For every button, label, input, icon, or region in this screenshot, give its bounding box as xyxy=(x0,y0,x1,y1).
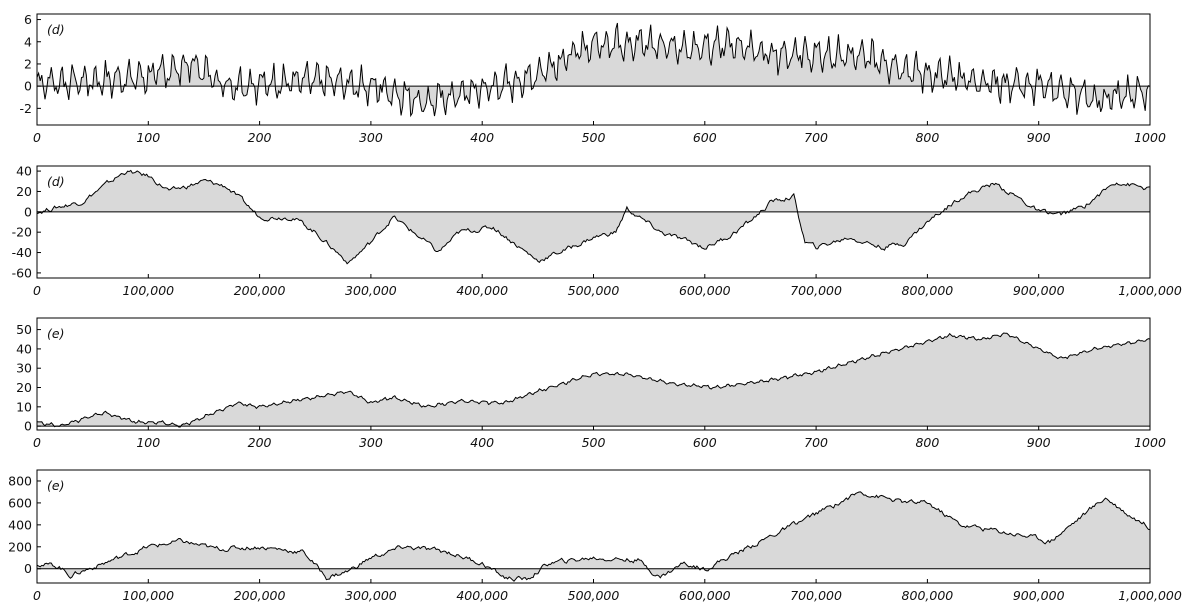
x-tick-label: 600,000 xyxy=(679,588,731,603)
y-tick-label: 0 xyxy=(24,561,32,576)
x-tick-label: 600 xyxy=(693,130,717,145)
y-tick-label: 600 xyxy=(8,495,32,510)
y-tick-label: -60 xyxy=(12,265,32,280)
x-tick-label: 700 xyxy=(804,435,828,450)
chart-panel-4: 0 100,000 200,000 300,000 400,000 500,000 600,… xyxy=(8,469,1182,603)
panel-label: (e) xyxy=(47,326,64,341)
x-tick-label: 500,000 xyxy=(568,588,620,603)
x-tick-label: 500,000 xyxy=(568,283,620,298)
x-tick-label: 0 xyxy=(33,283,41,298)
x-tick-label: 300,000 xyxy=(345,283,397,298)
y-tick-label: 800 xyxy=(8,473,32,488)
x-tick-label: 700 xyxy=(804,130,828,145)
x-tick-label: 700,000 xyxy=(790,283,842,298)
y-tick-label: 40 xyxy=(16,341,32,356)
y-tick-label: -40 xyxy=(12,245,32,260)
x-tick-label: 1,000,000 xyxy=(1118,588,1182,603)
y-tick-label: -20 xyxy=(12,225,32,240)
x-tick-label: 400 xyxy=(470,435,494,450)
x-tick-label: 800 xyxy=(915,130,939,145)
x-tick-label: 800 xyxy=(915,435,939,450)
x-tick-label: 1000 xyxy=(1134,435,1166,450)
y-tick-label: -2 xyxy=(20,101,32,116)
series-line xyxy=(36,22,1151,118)
y-tick-label: 4 xyxy=(24,34,32,49)
x-tick-label: 200 xyxy=(248,435,272,450)
x-tick-label: 400 xyxy=(470,130,494,145)
x-tick-label: 900,000 xyxy=(1013,283,1065,298)
x-tick-label: 400,000 xyxy=(456,283,508,298)
y-tick-label: 2 xyxy=(24,56,32,71)
x-tick-label: 100 xyxy=(136,130,160,145)
x-tick-label: 900 xyxy=(1027,435,1051,450)
series-area-fill xyxy=(37,170,1150,264)
series-area-fill xyxy=(37,333,1150,428)
x-tick-label: 900 xyxy=(1027,130,1051,145)
x-tick-label: 1,000,000 xyxy=(1118,283,1182,298)
series-line xyxy=(36,332,1151,428)
chart-panel-3: 0 100 200 300 400 500 600 700 800 900 1000 0 10 20 30 4… xyxy=(16,317,1166,450)
y-tick-label: 6 xyxy=(24,12,32,27)
y-tick-label: 10 xyxy=(16,399,32,414)
x-tick-label: 0 xyxy=(33,435,41,450)
x-tick-label: 200,000 xyxy=(234,283,286,298)
x-tick-label: 500 xyxy=(582,435,606,450)
panel-label: (d) xyxy=(47,22,65,37)
x-tick-label: 100,000 xyxy=(122,588,174,603)
series-area-fill xyxy=(37,491,1150,582)
chart-panel-1: 0 100 200 300 400 500 600 700 800 900 1000-20246(d… xyxy=(20,12,1166,145)
y-tick-label: 50 xyxy=(16,322,32,337)
y-tick-label: 0 xyxy=(24,79,32,94)
y-tick-label: 20 xyxy=(16,380,32,395)
x-tick-label: 400,000 xyxy=(456,588,508,603)
x-tick-label: 1000 xyxy=(1134,130,1166,145)
y-tick-label: 40 xyxy=(16,164,32,179)
x-tick-label: 300 xyxy=(359,130,383,145)
x-tick-label: 100,000 xyxy=(122,283,174,298)
x-tick-label: 300 xyxy=(359,435,383,450)
x-tick-label: 600 xyxy=(693,435,717,450)
x-tick-label: 200 xyxy=(248,130,272,145)
series-line xyxy=(36,169,1151,265)
y-tick-label: 200 xyxy=(8,539,32,554)
x-tick-label: 300,000 xyxy=(345,588,397,603)
x-tick-label: 500 xyxy=(582,130,606,145)
y-tick-label: 0 xyxy=(24,204,32,219)
x-tick-label: 800,000 xyxy=(902,588,954,603)
y-tick-label: 20 xyxy=(16,184,32,199)
x-tick-label: 700,000 xyxy=(790,588,842,603)
panel-label: (d) xyxy=(47,174,65,189)
x-tick-label: 0 xyxy=(33,130,41,145)
x-tick-label: 800,000 xyxy=(902,283,954,298)
x-tick-label: 900,000 xyxy=(1013,588,1065,603)
y-tick-label: 0 xyxy=(24,419,32,434)
chart-panel-2: 0 100,000 200,000 300,000 400,000 500,000 600,… xyxy=(12,164,1182,298)
series-line xyxy=(36,491,1151,582)
x-tick-label: 600,000 xyxy=(679,283,731,298)
y-tick-label: 30 xyxy=(16,361,32,376)
panel-label: (e) xyxy=(47,478,64,493)
x-tick-label: 0 xyxy=(33,588,41,603)
y-tick-label: 400 xyxy=(8,517,32,532)
x-tick-label: 200,000 xyxy=(234,588,286,603)
x-tick-label: 100 xyxy=(136,435,160,450)
